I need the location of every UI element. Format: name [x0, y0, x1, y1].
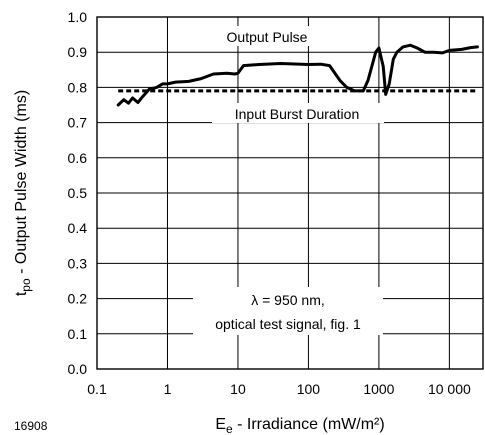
x-axis-label: Ee - Irradiance (mW/m²) [215, 416, 384, 435]
x-tick-label: 0.1 [87, 381, 107, 397]
condition-label-bg [193, 287, 383, 335]
y-tick-label: 0.0 [68, 361, 88, 377]
x-axis-ticks: 0.1 1 10 100 1000 10 000 [87, 381, 471, 397]
output-pulse-label: Output Pulse [227, 29, 308, 45]
y-tick-label: 1.0 [68, 9, 88, 25]
y-tick-label: 0.5 [68, 185, 88, 201]
condition-line-2: optical test signal, fig. 1 [215, 316, 361, 332]
input-label-bg [212, 103, 384, 123]
y-tick-label: 0.2 [68, 291, 88, 307]
x-tick-label: 100 [297, 381, 321, 397]
y-tick-label: 0.4 [68, 220, 88, 236]
y-axis-ticks: 0.0 0.1 0.2 0.3 0.4 0.5 0.6 0.7 0.8 0.9 1.0 [68, 9, 88, 377]
x-tick-label: 10 [230, 381, 246, 397]
series [116, 43, 479, 107]
y-tick-label: 0.1 [68, 326, 88, 342]
x-tick-label: 1000 [363, 381, 394, 397]
y-tick-label: 0.8 [68, 79, 88, 95]
y-tick-label: 0.9 [68, 44, 88, 60]
condition-line-1: λ = 950 nm, [251, 292, 325, 308]
y-axis-label: tpo - Output Pulse Width (ms) [13, 90, 33, 296]
figure-id: 16908 [14, 419, 48, 433]
x-tick-label: 10 000 [428, 381, 471, 397]
plot-frame [96, 16, 484, 370]
y-tick-label: 0.3 [68, 255, 88, 271]
x-tick-label: 1 [164, 381, 172, 397]
output-label-bg [213, 26, 323, 46]
y-tick-label: 0.6 [68, 150, 88, 166]
output-pulse-line [116, 43, 479, 107]
y-tick-label: 0.7 [68, 115, 88, 131]
input-burst-label: Input Burst Duration [235, 106, 360, 122]
